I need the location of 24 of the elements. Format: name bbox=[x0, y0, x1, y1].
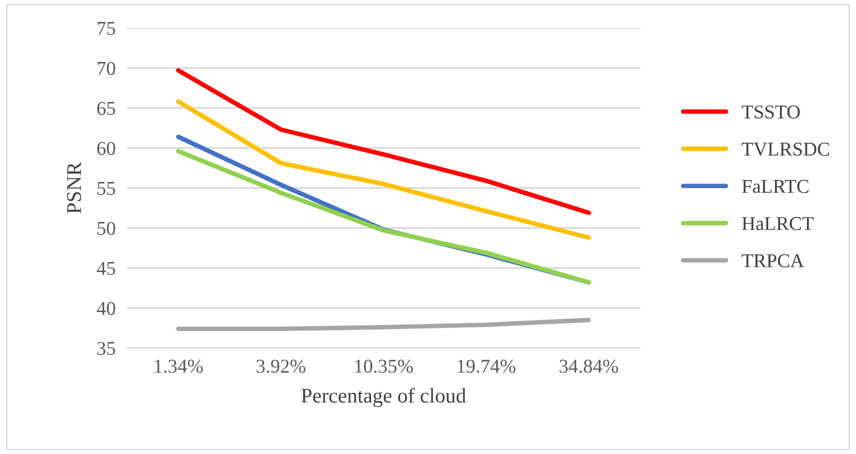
x-tick-label: 19.74% bbox=[458, 360, 516, 373]
x-tick-label: 34.84% bbox=[560, 360, 618, 373]
legend-label: TRPCA bbox=[742, 254, 804, 268]
legend-label: TVLRSDC bbox=[742, 142, 830, 156]
x-axis-title: Percentage of cloud bbox=[301, 388, 466, 408]
y-tick-label: 65 bbox=[97, 102, 116, 115]
y-tick-label: 75 bbox=[98, 22, 116, 35]
y-tick-label: 35 bbox=[97, 342, 116, 355]
y-tick-label: 55 bbox=[98, 182, 116, 195]
x-tick-label: 10.35% bbox=[355, 360, 413, 373]
legend-label: FaLRTC bbox=[742, 180, 808, 193]
y-tick-label: 60 bbox=[97, 142, 116, 155]
legend-label: HaLRCT bbox=[742, 217, 814, 230]
y-axis-title: PSNR bbox=[67, 162, 82, 214]
x-tick-label: 3.92% bbox=[256, 360, 306, 373]
y-tick-label: 70 bbox=[98, 62, 116, 75]
x-tick-label: 1.34% bbox=[154, 360, 203, 373]
line-series bbox=[176, 68, 591, 216]
line-series bbox=[176, 318, 591, 332]
y-tick-label: 50 bbox=[98, 222, 116, 235]
y-tick-label: 40 bbox=[96, 302, 116, 315]
line-series bbox=[176, 99, 591, 240]
y-tick-label: 45 bbox=[96, 262, 116, 275]
legend-label: TSSTO bbox=[742, 105, 800, 119]
